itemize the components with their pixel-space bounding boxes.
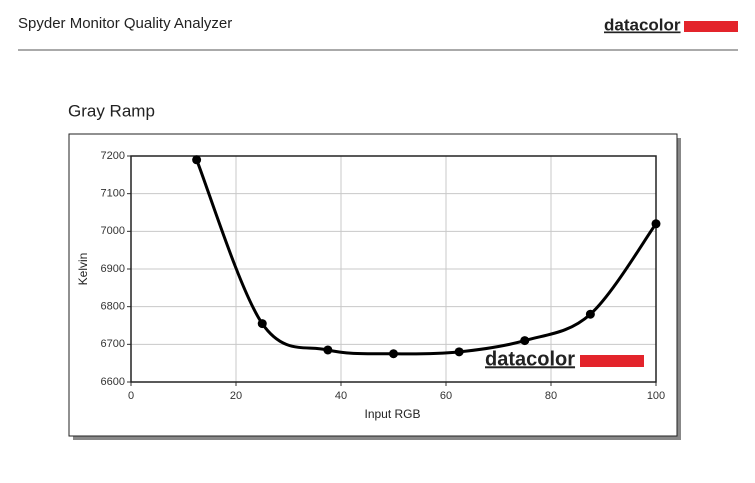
- y-tick-label: 7100: [101, 188, 125, 200]
- plot-border: [130, 155, 657, 383]
- chart-title: Gray Ramp: [68, 101, 155, 120]
- x-tick-label: 100: [647, 390, 665, 402]
- data-point: [323, 345, 333, 355]
- x-axis-label: Input RGB: [364, 407, 420, 421]
- app-title: Spyder Monitor Quality Analyzer: [18, 15, 232, 32]
- x-tick-label: 40: [335, 390, 347, 402]
- data-point: [389, 349, 398, 359]
- x-tick-label: 20: [230, 390, 242, 402]
- watermark-bar: [580, 355, 644, 367]
- y-tick-label: 6800: [101, 301, 125, 313]
- data-point: [192, 155, 202, 165]
- y-tick-label: 7000: [101, 225, 125, 237]
- logo-text: datacolor: [604, 15, 681, 34]
- y-tick-label: 7200: [101, 150, 125, 162]
- y-axis-label: Kelvin: [76, 253, 90, 286]
- data-point: [257, 319, 267, 329]
- y-tick-label: 6900: [101, 263, 125, 275]
- logo: datacolor: [604, 15, 738, 34]
- data-point: [651, 219, 661, 229]
- y-tick-label: 6700: [101, 338, 125, 350]
- data-point: [454, 347, 464, 357]
- x-tick-label: 60: [440, 390, 452, 402]
- data-point: [585, 309, 595, 319]
- x-tick-label: 0: [128, 390, 134, 402]
- logo-bar: [684, 21, 738, 32]
- x-tick-label: 80: [545, 390, 557, 402]
- watermark: datacolor: [485, 348, 575, 370]
- y-tick-label: 6600: [101, 376, 125, 388]
- data-point: [520, 336, 530, 346]
